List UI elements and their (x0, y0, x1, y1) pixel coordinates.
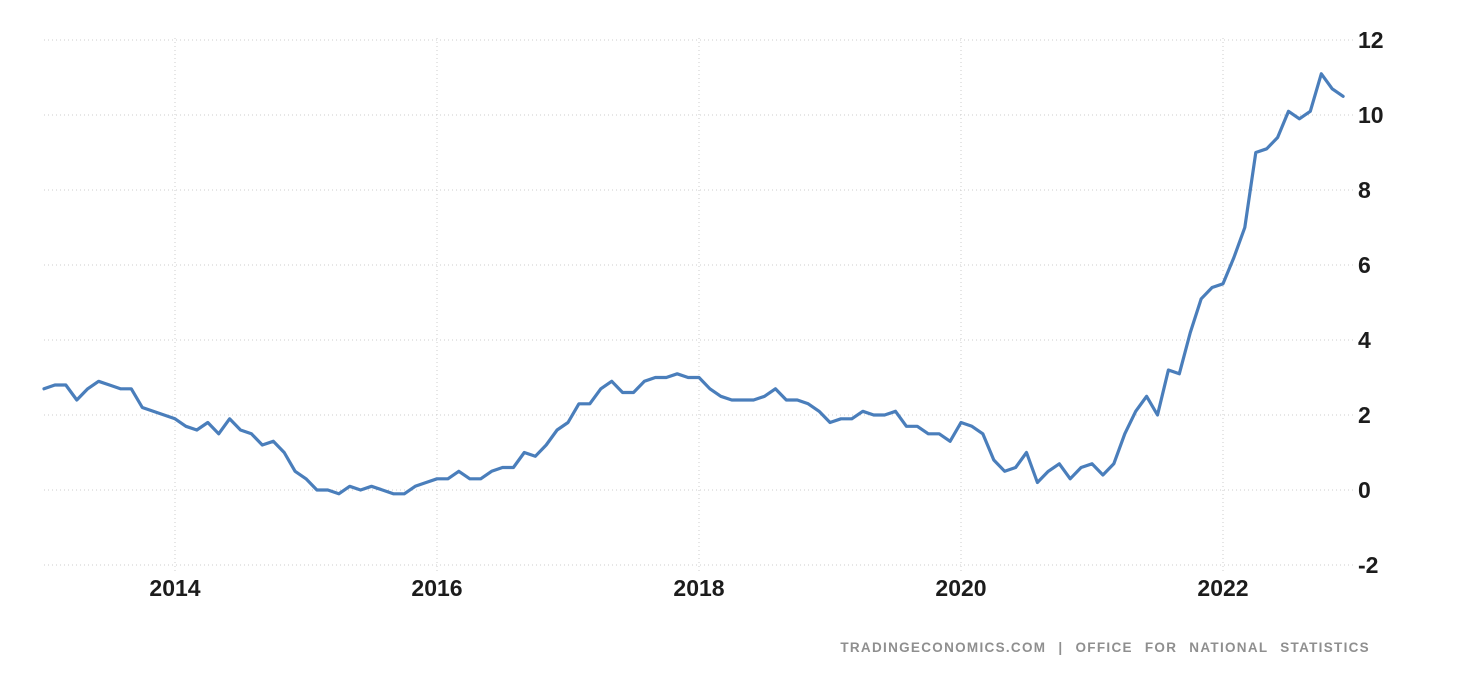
x-tick-label: 2016 (411, 575, 462, 601)
y-tick-label: 12 (1358, 27, 1384, 53)
y-tick-label: 8 (1358, 177, 1371, 203)
x-tick-label: 2018 (673, 575, 724, 601)
attribution-text: TRADINGECONOMICS.COM | OFFICE FOR NATION… (840, 640, 1370, 655)
y-tick-label: 4 (1358, 327, 1371, 353)
attribution: TRADINGECONOMICS.COM | OFFICE FOR NATION… (840, 640, 1370, 655)
y-tick-label: -2 (1358, 552, 1378, 578)
x-tick-label: 2022 (1197, 575, 1248, 601)
x-tick-label: 2014 (149, 575, 200, 601)
y-tick-label: 0 (1358, 477, 1371, 503)
y-tick-label: 2 (1358, 402, 1371, 428)
inflation-rate-line-series (42, 72, 1345, 496)
y-tick-label: 10 (1358, 102, 1384, 128)
y-tick-label: 6 (1358, 252, 1371, 278)
x-tick-label: 2020 (935, 575, 986, 601)
